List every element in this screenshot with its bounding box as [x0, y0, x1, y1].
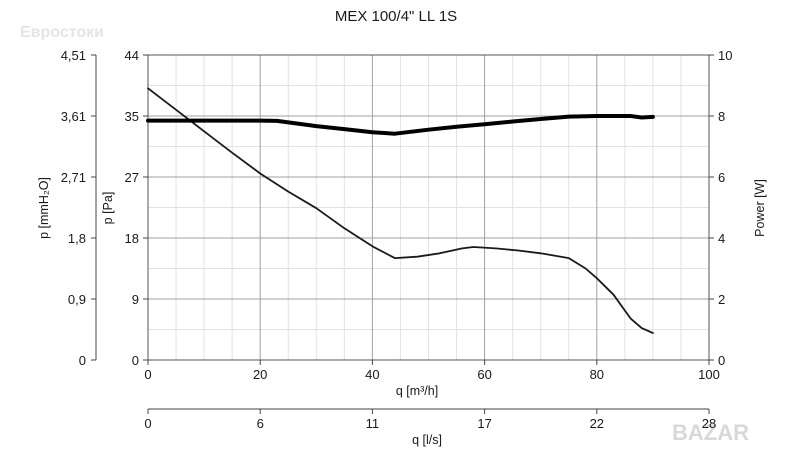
- watermark-top: Евростоки: [20, 24, 104, 41]
- y-tick-label: 0: [132, 353, 139, 368]
- x-tick-label: 100: [698, 367, 720, 382]
- y-outer-tick-label: 1,8: [68, 231, 86, 246]
- x2-tick-label: 11: [366, 416, 380, 431]
- y-tick-label: 35: [125, 109, 139, 124]
- axes: [91, 54, 714, 414]
- y-axis-label: p [Pa]: [101, 192, 115, 225]
- x-tick-label: 0: [144, 367, 151, 382]
- power-curve: [146, 114, 655, 136]
- y-outer-tick-label: 0,9: [68, 292, 86, 307]
- y2-tick-label: 8: [718, 109, 725, 124]
- grid: [148, 55, 709, 360]
- series-lines: [146, 87, 655, 334]
- chart-title: MEX 100/4" LL 1S: [335, 8, 457, 25]
- watermark-bottom: BAZAR: [672, 420, 749, 445]
- y2-tick-label: 4: [718, 231, 725, 246]
- y-outer-tick-label: 3,61: [61, 109, 86, 124]
- y-tick-label: 44: [125, 48, 139, 63]
- x-tick-label: 80: [590, 367, 604, 382]
- x2-tick-label: 6: [257, 416, 264, 431]
- y2-tick-label: 10: [718, 48, 732, 63]
- x2-tick-label: 28: [702, 416, 716, 431]
- plot-frame: [147, 54, 710, 361]
- x-tick-label: 20: [253, 367, 267, 382]
- y2-axis-label: Power [W]: [753, 179, 767, 237]
- pressure-curve: [147, 87, 654, 334]
- y-outer-axis-label: p [mmH₂O]: [37, 177, 51, 239]
- y-outer-tick-label: 4,51: [61, 48, 86, 63]
- y-tick-label: 18: [125, 231, 139, 246]
- x-axis-label: q [m³/h]: [396, 384, 438, 398]
- x-tick-label: 60: [477, 367, 491, 382]
- y-outer-tick-label: 0: [79, 353, 86, 368]
- y2-tick-label: 6: [718, 170, 725, 185]
- y-tick-label: 9: [132, 292, 139, 307]
- x2-tick-label: 17: [477, 416, 491, 431]
- y-tick-label: 27: [125, 170, 139, 185]
- x2-axis-label: q [l/s]: [412, 433, 442, 447]
- x2-tick-label: 0: [144, 416, 151, 431]
- y2-tick-label: 2: [718, 292, 725, 307]
- x2-tick-label: 22: [590, 416, 604, 431]
- y-outer-tick-label: 2,71: [61, 170, 86, 185]
- y2-tick-label: 0: [718, 353, 725, 368]
- x-tick-label: 40: [365, 367, 379, 382]
